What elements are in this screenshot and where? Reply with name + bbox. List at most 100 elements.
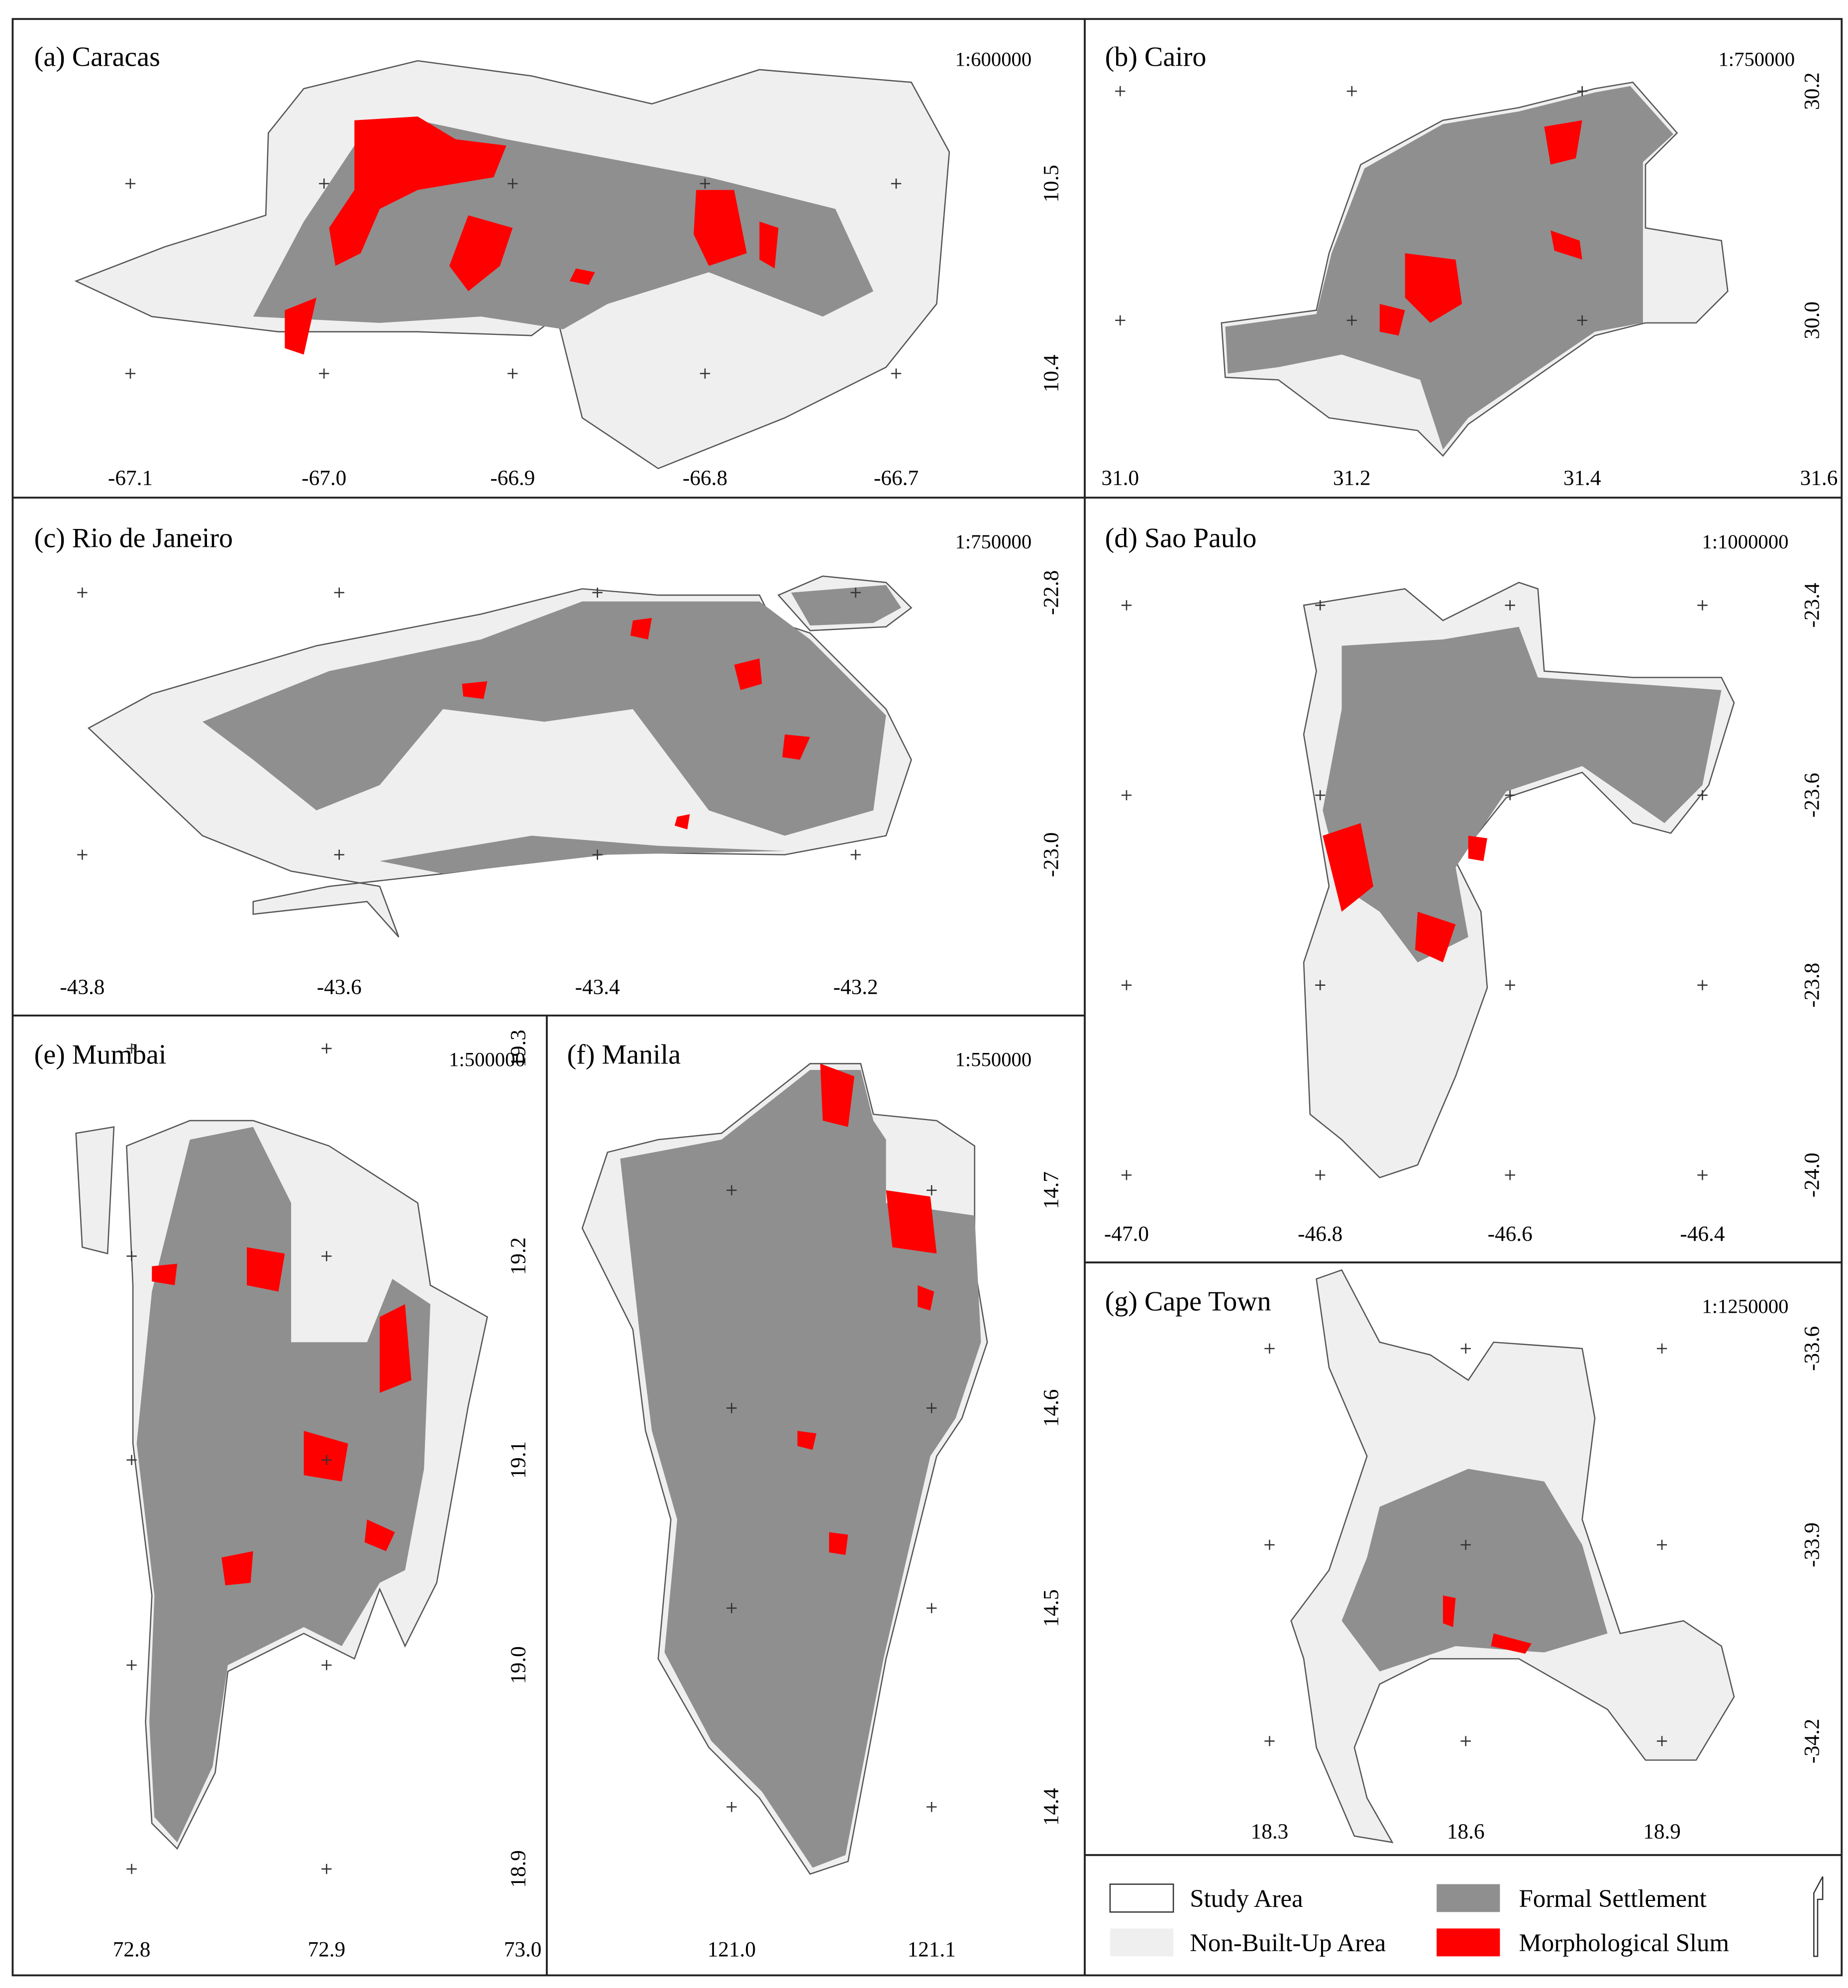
graticule-cross [1697, 1170, 1708, 1180]
legend-label: Morphological Slum [1519, 1929, 1729, 1957]
graticule-cross [321, 1043, 332, 1054]
graticule-cross [1264, 1736, 1275, 1746]
graticule-cross [592, 587, 603, 598]
scale-label: 1:550000 [955, 1048, 1032, 1071]
latitude-label: -23.8 [1800, 963, 1824, 1008]
scale-label: 1:500000 [449, 1048, 525, 1071]
panel-title: (b) Cairo [1105, 41, 1207, 72]
caracas-map [74, 60, 950, 469]
latitude-label: 19.3 [507, 1030, 530, 1067]
graticule-cross [1121, 1170, 1132, 1180]
panel-title: (c) Rio de Janeiro [34, 523, 233, 553]
graticule-cross [125, 368, 136, 379]
scale-label: 1:750000 [1718, 48, 1795, 70]
graticule-cross [850, 587, 861, 598]
scale-label: 1:600000 [955, 48, 1032, 70]
mumbai-map [75, 1120, 488, 1850]
graticule-cross [1697, 790, 1708, 801]
longitude-label: 31.0 [1101, 466, 1139, 490]
latitude-label: -22.8 [1039, 570, 1063, 615]
latitude-label: -23.6 [1800, 773, 1824, 818]
graticule-cross [126, 1660, 137, 1671]
panel-title: (f) Manila [567, 1039, 681, 1070]
legend-label: Study Area [1190, 1885, 1303, 1913]
latitude-label: -24.0 [1800, 1152, 1824, 1197]
graticule-cross [77, 849, 88, 860]
graticule-cross [1577, 315, 1587, 325]
graticule-cross [126, 1043, 137, 1054]
panel-title: (a) Caracas [34, 41, 160, 72]
latitude-label: -34.2 [1800, 1719, 1824, 1764]
graticule-cross [1315, 1170, 1326, 1180]
graticule-cross [1315, 790, 1326, 801]
graticule-cross [321, 1864, 332, 1874]
longitude-label: -46.6 [1488, 1222, 1533, 1246]
graticule-cross [700, 178, 711, 189]
latitude-label: 10.4 [1039, 355, 1063, 393]
manila-map [581, 1063, 988, 1875]
panel-title: (d) Sao Paulo [1105, 523, 1257, 553]
graticule-cross [126, 1455, 137, 1465]
cape-town-map [1290, 1269, 1735, 1844]
graticule-cross [1121, 980, 1132, 990]
latitude-label: 14.6 [1039, 1389, 1063, 1427]
graticule-cross [1656, 1736, 1667, 1746]
graticule-cross [850, 849, 861, 860]
longitude-label: -46.8 [1298, 1222, 1342, 1246]
longitude-label: 121.0 [708, 1937, 756, 1961]
latitude-label: 30.0 [1800, 302, 1824, 339]
latitude-label: -33.9 [1800, 1522, 1824, 1567]
latitude-label: 19.2 [507, 1237, 530, 1275]
graticule-cross [926, 1403, 937, 1413]
longitude-label: -47.0 [1104, 1222, 1149, 1246]
cairo-map [1221, 82, 1729, 457]
longitude-label: -43.2 [833, 975, 878, 999]
graticule-cross [726, 1603, 737, 1613]
longitude-label: -66.8 [683, 466, 727, 490]
graticule-cross [1121, 600, 1132, 611]
longitude-label: 18.3 [1251, 1820, 1289, 1844]
graticule-cross [125, 178, 136, 189]
graticule-cross [1121, 790, 1132, 801]
latitude-label: 30.2 [1800, 72, 1824, 110]
graticule-cross [700, 368, 711, 379]
latitude-label: 19.1 [507, 1441, 530, 1479]
legend-label: Formal Settlement [1519, 1885, 1707, 1913]
longitude-label: 31.6 [1800, 466, 1838, 490]
graticule-cross [321, 1660, 332, 1671]
graticule-cross [319, 178, 329, 189]
latitude-label: 19.0 [507, 1646, 530, 1684]
graticule-cross [1115, 315, 1126, 325]
longitude-label: 72.9 [308, 1937, 345, 1961]
graticule-cross [1460, 1343, 1471, 1354]
latitude-label: 14.7 [1039, 1171, 1063, 1209]
graticule-cross [1264, 1540, 1275, 1550]
longitude-label: -43.4 [575, 975, 620, 999]
longitude-label: 18.9 [1643, 1820, 1681, 1844]
longitude-label: -67.1 [108, 466, 153, 490]
graticule-cross [726, 1801, 737, 1812]
graticule-cross [1697, 600, 1708, 611]
longitude-label: -66.9 [490, 466, 535, 490]
graticule-cross [1505, 600, 1515, 611]
scale-label: 1:750000 [955, 530, 1032, 553]
latitude-label: 18.9 [507, 1850, 530, 1888]
graticule-cross [1577, 86, 1587, 97]
graticule-cross [1346, 86, 1357, 97]
longitude-label: 73.0 [504, 1937, 542, 1961]
graticule-cross [321, 1251, 332, 1261]
longitude-label: 72.8 [113, 1937, 151, 1961]
latitude-label: -23.0 [1039, 833, 1063, 877]
graticule-cross [926, 1185, 937, 1196]
longitude-label: -43.8 [60, 975, 104, 999]
graticule-cross [508, 368, 518, 379]
graticule-cross [1264, 1343, 1275, 1354]
graticule-cross [508, 178, 518, 189]
graticule-cross [77, 587, 88, 598]
graticule-cross [1505, 1170, 1515, 1180]
latitude-label: -33.6 [1800, 1326, 1824, 1371]
scale-label: 1:1000000 [1702, 530, 1788, 553]
panel-title: (g) Cape Town [1105, 1286, 1271, 1317]
latitude-label: 10.5 [1039, 165, 1063, 203]
